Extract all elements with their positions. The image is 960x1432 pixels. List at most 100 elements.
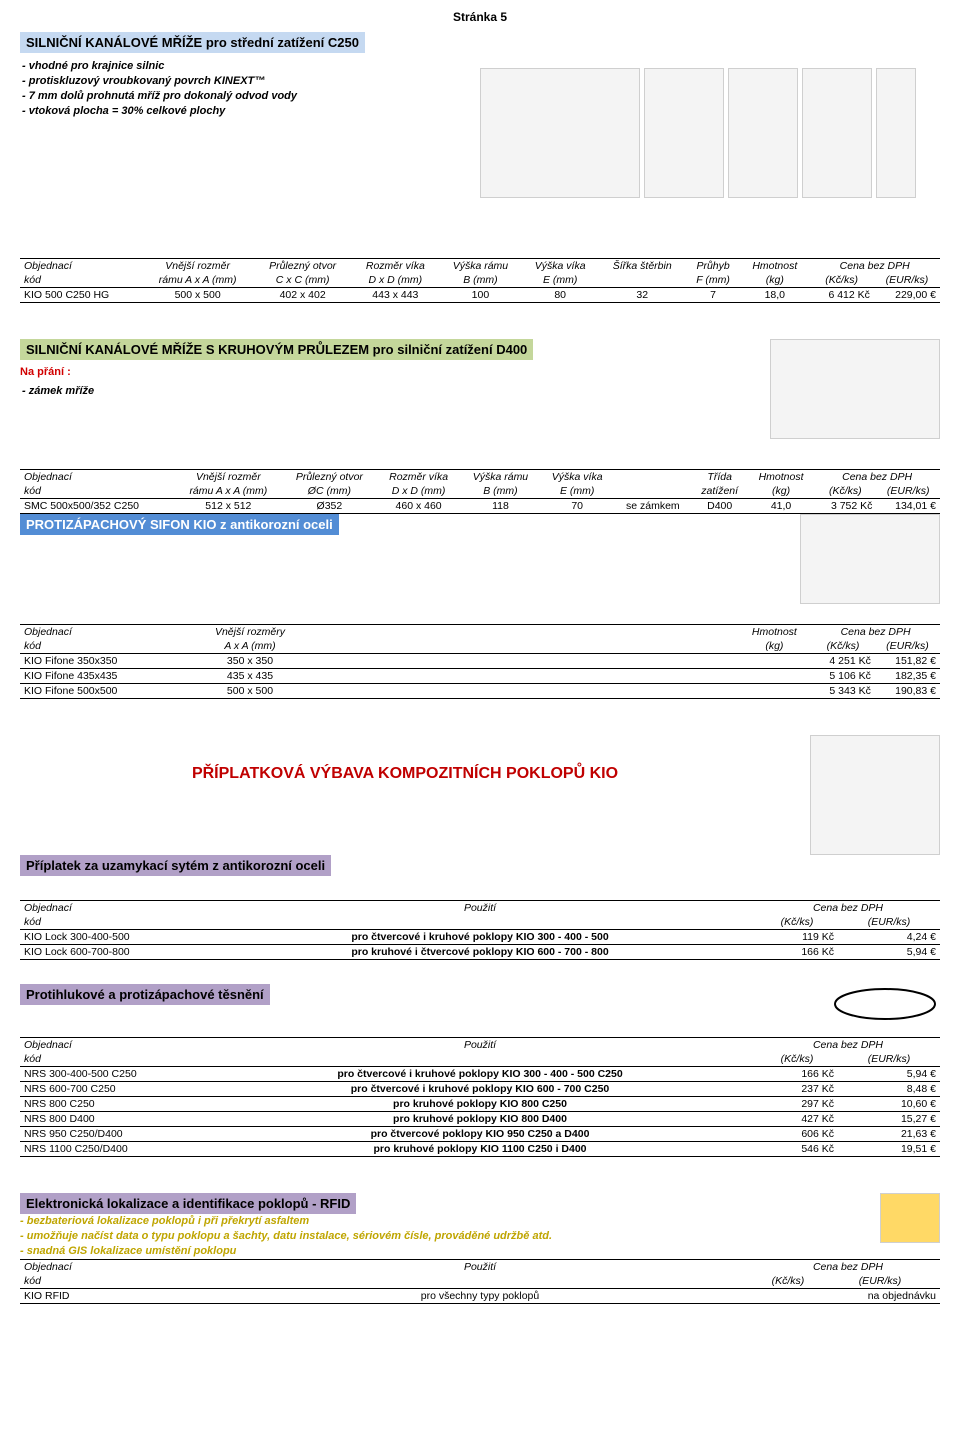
cell: 5 106 Kč: [811, 669, 875, 684]
cell: 134,01 €: [876, 499, 940, 514]
table-row: NRS 300-400-500 C250pro čtvercové i kruh…: [20, 1067, 940, 1082]
spec-table: Objednací Použití Cena bez DPH kód (Kč/k…: [20, 1259, 940, 1304]
col-head: Použití: [204, 1259, 756, 1274]
col-sub: (kg): [738, 639, 812, 654]
product-images: [480, 68, 916, 198]
bullet: - bezbateriová lokalizace poklopů i při …: [20, 1214, 860, 1229]
cell: [738, 684, 812, 699]
section-sifon: PROTIZÁPACHOVÝ SIFON KIO z antikorozní o…: [20, 514, 940, 699]
cell: 512 x 512: [174, 499, 282, 514]
col-head: Výška rámu: [439, 259, 522, 274]
col-sub: (Kč/ks): [814, 484, 876, 499]
bullet: - umožňuje načíst data o typu poklopu a …: [20, 1229, 860, 1244]
col-sub: (Kč/ks): [811, 639, 875, 654]
cell: 190,83 €: [875, 684, 940, 699]
table-row: KIO Fifone 500x500500 x 5005 343 Kč190,8…: [20, 684, 940, 699]
col-sub: (Kč/ks): [756, 1052, 838, 1067]
cell: na objednávku: [820, 1288, 940, 1303]
cell: [314, 654, 737, 669]
cell: NRS 800 C250: [20, 1097, 204, 1112]
col-sub: [204, 915, 756, 930]
cell: 5,94 €: [838, 945, 940, 960]
cell: 8,48 €: [838, 1082, 940, 1097]
col-sub: (kg): [740, 273, 809, 288]
tech-drawing: [644, 68, 724, 198]
col-head: Vnější rozměr: [142, 259, 254, 274]
spec-table: Objednací Vnější rozměry Hmotnost Cena b…: [20, 624, 940, 699]
section-title: SILNIČNÍ KANÁLOVÉ MŘÍŽE S KRUHOVÝM PRŮLE…: [20, 339, 533, 360]
table-row: NRS 600-700 C250pro čtvercové i kruhové …: [20, 1082, 940, 1097]
cell: 5,94 €: [838, 1067, 940, 1082]
cell: 6 412 Kč: [809, 288, 874, 303]
cell: 21,63 €: [838, 1127, 940, 1142]
cell: 443 x 443: [352, 288, 439, 303]
cell: pro čtvercové i kruhové poklopy KIO 600 …: [204, 1082, 756, 1097]
col-head: [614, 470, 691, 485]
col-head: Rozměr víka: [352, 259, 439, 274]
cell: 19,51 €: [838, 1142, 940, 1157]
cell: 32: [599, 288, 686, 303]
cell: 435 x 435: [186, 669, 315, 684]
cell: 500 x 500: [142, 288, 254, 303]
cell: se zámkem: [614, 499, 691, 514]
col-sub: A x A (mm): [186, 639, 315, 654]
col-sub: (EUR/ks): [876, 484, 940, 499]
col-sub: (Kč/ks): [756, 915, 838, 930]
col-sub: (Kč/ks): [756, 1274, 820, 1289]
product-image: [480, 68, 640, 198]
col-head: Použití: [204, 901, 756, 916]
col-head: Průhyb: [686, 259, 740, 274]
cell: 402 x 402: [254, 288, 352, 303]
table-row: SMC 500x500/352 C250 512 x 512 Ø352 460 …: [20, 499, 940, 514]
section-title: SILNIČNÍ KANÁLOVÉ MŘÍŽE pro střední zatí…: [20, 32, 365, 53]
col-sub: D x D (mm): [352, 273, 439, 288]
col-head: Průlezný otvor: [254, 259, 352, 274]
col-sub: (EUR/ks): [820, 1274, 940, 1289]
cell: 460 x 460: [377, 499, 461, 514]
cell: [738, 669, 812, 684]
cell: 5 343 Kč: [811, 684, 875, 699]
col-head: Třída: [692, 470, 748, 485]
section-title: Příplatek za uzamykací sytém z antikoroz…: [20, 855, 331, 876]
cell: 7: [686, 288, 740, 303]
cell: NRS 300-400-500 C250: [20, 1067, 204, 1082]
spec-table: Objednací Použití Cena bez DPH kód (Kč/k…: [20, 1037, 940, 1157]
col-sub: kód: [20, 915, 204, 930]
col-head: Výška víka: [540, 470, 614, 485]
col-sub: kód: [20, 273, 142, 288]
cell: 166 Kč: [756, 1067, 838, 1082]
cell: 350 x 350: [186, 654, 315, 669]
col-head: Objednací: [20, 470, 174, 485]
col-head: Výška rámu: [461, 470, 541, 485]
cell: 118: [461, 499, 541, 514]
spec-table: Objednací Vnější rozměr Průlezný otvor R…: [20, 469, 940, 514]
col-sub: [614, 484, 691, 499]
cell: Ø352: [282, 499, 376, 514]
cell: 297 Kč: [756, 1097, 838, 1112]
oring-icon: [830, 984, 940, 1027]
product-image: [770, 339, 940, 439]
cell: 606 Kč: [756, 1127, 838, 1142]
col-sub: E (mm): [522, 273, 599, 288]
cell: 500 x 500: [186, 684, 315, 699]
rfid-icon: [880, 1193, 940, 1243]
col-sub: rámu A x A (mm): [142, 273, 254, 288]
col-sub: (EUR/ks): [874, 273, 940, 288]
spec-table: Objednací Použití Cena bez DPH kód (Kč/k…: [20, 900, 940, 960]
bullet: - snadná GIS lokalizace umístění poklopu: [20, 1244, 860, 1259]
table-row: NRS 800 C250pro kruhové poklopy KIO 800 …: [20, 1097, 940, 1112]
cell: 70: [540, 499, 614, 514]
col-sub: [204, 1052, 756, 1067]
cell: pro kruhové poklopy KIO 800 D400: [204, 1112, 756, 1127]
col-head: Objednací: [20, 1038, 204, 1053]
cell: 80: [522, 288, 599, 303]
cell: pro kruhové poklopy KIO 800 C250: [204, 1097, 756, 1112]
col-sub: kód: [20, 639, 186, 654]
section-c250: SILNIČNÍ KANÁLOVÉ MŘÍŽE pro střední zatí…: [20, 32, 940, 303]
col-sub: E (mm): [540, 484, 614, 499]
spec-table: Objednací Vnější rozměr Průlezný otvor R…: [20, 258, 940, 303]
col-head: Objednací: [20, 625, 186, 640]
col-head: Cena bez DPH: [811, 625, 940, 640]
cell: 229,00 €: [874, 288, 940, 303]
col-sub: (kg): [748, 484, 814, 499]
